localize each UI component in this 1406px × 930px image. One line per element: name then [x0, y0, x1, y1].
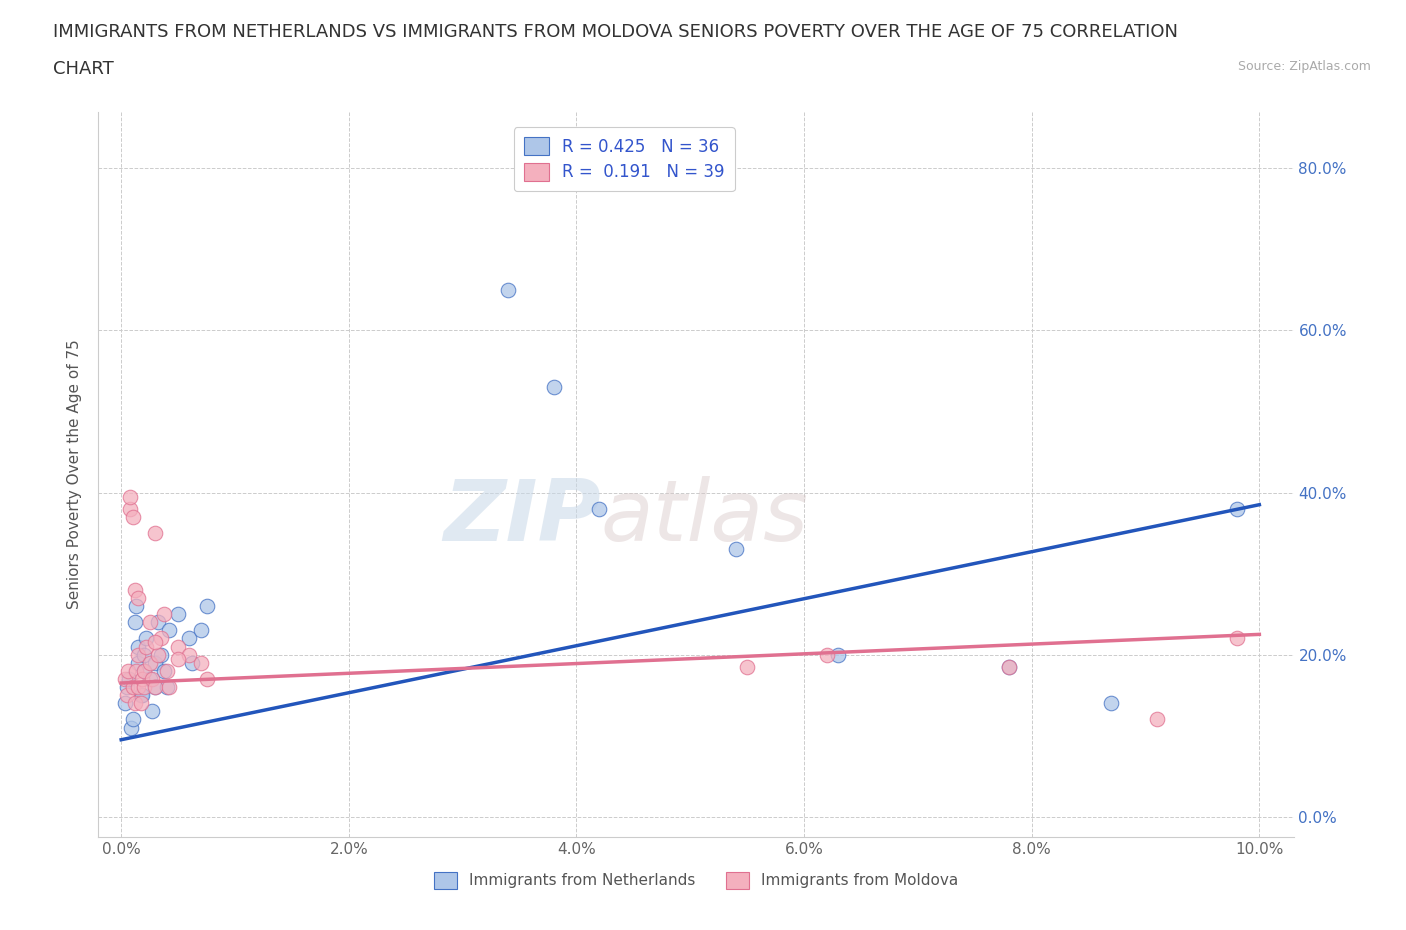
Point [735, 659, 758, 674]
Point [1099, 696, 1122, 711]
Point [132, 663, 155, 678]
Point [1146, 712, 1168, 727]
Point [121, 510, 143, 525]
Point [1226, 501, 1249, 516]
Y-axis label: Seniors Poverty Over the Age of 75: Seniors Poverty Over the Age of 75 [67, 339, 83, 609]
Point [115, 680, 138, 695]
Point [115, 687, 138, 702]
Point [127, 591, 149, 605]
Point [132, 647, 155, 662]
Point [129, 696, 152, 711]
Point [135, 631, 157, 645]
Text: CHART: CHART [53, 60, 114, 78]
Point [146, 615, 169, 630]
Point [114, 671, 136, 686]
Point [167, 606, 190, 621]
Text: atlas: atlas [600, 476, 808, 559]
Point [124, 696, 146, 711]
Point [156, 663, 179, 678]
Point [179, 647, 201, 662]
Point [179, 631, 201, 645]
Point [138, 656, 160, 671]
Point [195, 599, 218, 614]
Point [120, 720, 142, 735]
Point [143, 680, 166, 695]
Text: Source: ZipAtlas.com: Source: ZipAtlas.com [1237, 60, 1371, 73]
Point [141, 671, 163, 686]
Text: ZIP: ZIP [443, 476, 600, 559]
Point [127, 647, 149, 662]
Point [117, 663, 139, 678]
Point [120, 489, 142, 504]
Point [143, 680, 166, 695]
Point [143, 656, 166, 671]
Point [998, 659, 1021, 674]
Point [724, 542, 747, 557]
Point [132, 663, 155, 678]
Point [121, 680, 143, 695]
Point [150, 631, 173, 645]
Point [129, 687, 152, 702]
Point [156, 680, 179, 695]
Point [143, 525, 166, 540]
Point [157, 680, 180, 695]
Point [1226, 631, 1249, 645]
Point [114, 696, 136, 711]
Point [127, 680, 149, 695]
Point [180, 656, 202, 671]
Point [143, 635, 166, 650]
Point [131, 687, 153, 702]
Point [167, 639, 190, 654]
Point [124, 582, 146, 597]
Point [124, 615, 146, 630]
Point [157, 623, 180, 638]
Point [150, 647, 173, 662]
Point [827, 647, 849, 662]
Legend: Immigrants from Netherlands, Immigrants from Moldova: Immigrants from Netherlands, Immigrants … [427, 866, 965, 895]
Point [153, 606, 176, 621]
Point [127, 656, 149, 671]
Point [125, 599, 148, 614]
Point [153, 663, 176, 678]
Point [167, 651, 190, 666]
Point [138, 615, 160, 630]
Point [190, 623, 212, 638]
Point [496, 283, 519, 298]
Point [132, 680, 155, 695]
Point [998, 659, 1021, 674]
Point [815, 647, 838, 662]
Point [131, 671, 153, 686]
Text: IMMIGRANTS FROM NETHERLANDS VS IMMIGRANTS FROM MOLDOVA SENIORS POVERTY OVER THE : IMMIGRANTS FROM NETHERLANDS VS IMMIGRANT… [53, 23, 1178, 41]
Point [120, 501, 142, 516]
Point [127, 639, 149, 654]
Point [125, 663, 148, 678]
Point [543, 379, 565, 394]
Point [118, 671, 141, 686]
Point [195, 671, 218, 686]
Point [138, 671, 160, 686]
Point [190, 656, 212, 671]
Point [141, 704, 163, 719]
Point [588, 501, 610, 516]
Point [121, 712, 143, 727]
Point [146, 647, 169, 662]
Point [135, 639, 157, 654]
